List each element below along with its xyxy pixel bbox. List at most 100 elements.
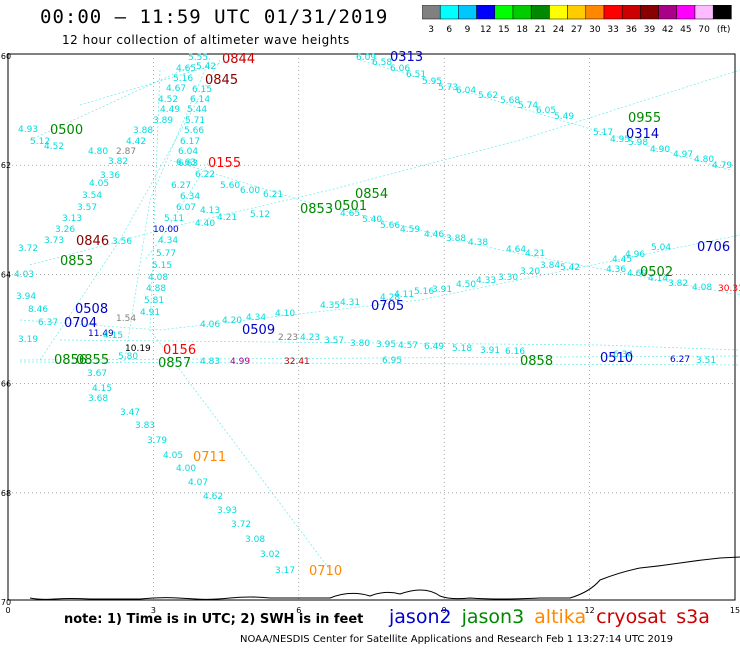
wave-height-value: 5.12 — [30, 137, 50, 147]
wave-height-value: 6.34 — [180, 192, 200, 202]
wave-height-value: 5.40 — [362, 215, 382, 225]
wave-height-value: 5.98 — [628, 138, 648, 148]
wave-height-value: 3.86 — [0, 0, 20, 3]
wave-height-value: 4.62 — [203, 492, 223, 502]
track-time-label: 0706 — [697, 240, 730, 255]
satellite-track — [19, 234, 740, 331]
color-bin-max — [712, 5, 732, 20]
wave-height-value: 5.16 — [173, 74, 193, 84]
wave-height-value: 3.67 — [87, 369, 107, 379]
wave-height-value: 3.91 — [432, 285, 452, 295]
wave-height-value: 4.69 — [627, 269, 647, 279]
track-time-label: 0502 — [640, 265, 673, 280]
wave-height-value: 3.13 — [62, 214, 82, 224]
track-time-label: 0710 — [309, 564, 342, 579]
wave-height-value: 6.04 — [456, 86, 476, 96]
color-bin-label: 9 — [465, 25, 471, 35]
wave-height-value: 11.49 — [88, 329, 114, 339]
wave-height-value: 3.57 — [324, 336, 344, 346]
wave-height-value: 6.49 — [424, 342, 444, 352]
track-time-label: 0705 — [371, 299, 404, 314]
wave-height-value: 4.21 — [525, 249, 545, 259]
wave-height-value: 4.99 — [230, 357, 250, 367]
wave-height-value: 4.65 — [176, 64, 196, 74]
wave-height-value: 3.79 — [147, 436, 167, 446]
wave-height-value: 3.72 — [231, 520, 251, 530]
wave-height-value: 5.74 — [518, 101, 538, 111]
wave-height-value: 4.21 — [217, 213, 237, 223]
wave-height-value: 3.17 — [275, 566, 295, 576]
wave-height-value: 4.15 — [92, 384, 112, 394]
wave-height-value: 6.09 — [356, 53, 376, 63]
track-time-label: 0855 — [76, 353, 109, 368]
wave-height-value: 5.16 — [414, 287, 434, 297]
track-time-label: 0500 — [50, 123, 83, 138]
wave-height-value: 3.93 — [217, 506, 237, 516]
y-tick-label: 66 — [1, 380, 11, 389]
wave-height-value: 6.16 — [505, 347, 525, 357]
wave-height-value: 6.06 — [390, 64, 410, 74]
wave-height-value: 3.47 — [120, 408, 140, 418]
wave-height-value: 6.04 — [178, 147, 198, 157]
wave-height-value: 4.90 — [650, 145, 670, 155]
satellite-track — [19, 355, 740, 361]
wave-height-value: 4.08 — [692, 283, 712, 293]
map-subtitle: 12 hour collection of altimeter wave hei… — [62, 33, 350, 47]
wave-height-value: 5.04 — [651, 243, 671, 253]
wave-height-value: 3.82 — [668, 279, 688, 289]
color-bin-label: 18 — [516, 25, 528, 35]
x-tick-label: 12 — [585, 606, 595, 615]
wave-height-value: 5.62 — [478, 91, 498, 101]
wave-height-value: 6.58 — [372, 58, 392, 68]
wave-height-value: 3.94 — [16, 292, 36, 302]
wave-height-value: 4.46 — [424, 230, 444, 240]
wave-height-value: 4.52 — [158, 95, 178, 105]
wave-height-value: 6.14 — [190, 95, 210, 105]
wave-height-value: 10.19 — [125, 344, 151, 354]
wave-height-value: 4.57 — [398, 341, 418, 351]
wave-height-value: 4.15 — [103, 331, 123, 341]
track-time-label: 0845 — [205, 73, 238, 88]
track-time-label: 0313 — [390, 50, 423, 65]
wave-height-value: 3.95 — [376, 340, 396, 350]
wave-height-value: 3.88 — [446, 234, 466, 244]
wave-height-value: 10.00 — [153, 225, 179, 235]
wave-height-labels: 5.555.424.655.166.154.674.52 6.144.49 5.44… — [0, 0, 740, 576]
color-bin-label: 3 — [428, 25, 434, 35]
wave-height-value: 5.11 — [164, 214, 184, 224]
wave-height-value: 5.66 — [184, 126, 204, 136]
color-unit-label: (ft) — [717, 25, 731, 35]
map-frame — [7, 53, 736, 601]
wave-height-value: 5.66 — [380, 221, 400, 231]
wave-height-value: 1.54 — [116, 314, 136, 324]
x-tick-label: 3 — [151, 606, 156, 615]
wave-height-value: 3.84 — [540, 261, 560, 271]
wave-height-value: 3.20 — [520, 267, 540, 277]
track-time-label: 0510 — [600, 351, 633, 366]
wave-height-value: 6.27 — [171, 181, 191, 191]
wave-height-value: 4.07 — [188, 478, 208, 488]
coastline-shape — [29, 556, 740, 600]
wave-height-value: 5.15 — [152, 261, 172, 271]
wave-height-value: 4.80 — [694, 155, 714, 165]
wave-height-value: 5.68 — [500, 96, 520, 106]
track-time-label: 0711 — [193, 450, 226, 465]
wave-height-value: 5.80 — [118, 352, 138, 362]
track-time-label: 0508 — [75, 302, 108, 317]
wave-height-value: 5.12 — [250, 210, 270, 220]
x-tick-label: 6 — [296, 606, 301, 615]
y-tick-label: 64 — [1, 270, 11, 279]
wave-height-value: 6.63 — [176, 158, 196, 168]
wave-height-value: 4.38 — [468, 238, 488, 248]
color-bin-label: 12 — [480, 25, 491, 35]
color-bin-label: 33 — [607, 25, 618, 35]
color-bin-label: 27 — [571, 25, 582, 35]
wave-height-value: 3.19 — [18, 335, 38, 345]
coastline — [29, 556, 740, 600]
wave-height-value: 5.73 — [438, 83, 458, 93]
wave-height-value: 5.55 — [188, 53, 208, 63]
satellite-track — [359, 59, 731, 171]
wave-height-value: 6.22 — [195, 170, 215, 180]
map-grid — [7, 53, 736, 601]
